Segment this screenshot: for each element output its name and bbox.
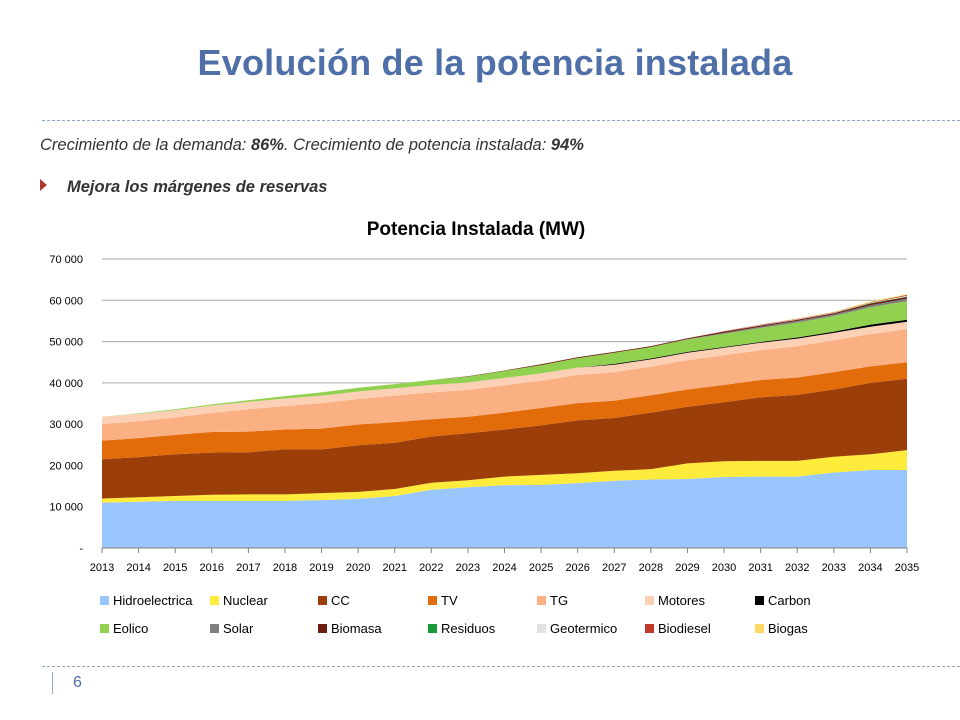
x-tick-label: 2032 [785,562,809,574]
legend-label-residuos: Residuos [441,621,496,636]
legend-swatch-cc [318,596,327,605]
x-tick-label: 2023 [456,562,480,574]
x-tick-label: 2019 [309,562,333,574]
x-tick-label: 2024 [492,562,516,574]
x-tick-label: 2030 [712,562,736,574]
y-tick-label: 60 000 [49,295,83,307]
bullet-item: Mejora los márgenes de reservas [40,178,327,197]
y-tick-label: - [79,543,83,555]
legend-swatch-biodiesel [645,624,654,633]
x-tick-label: 2025 [529,562,553,574]
subtitle: Crecimiento de la demanda: 86%. Crecimie… [40,136,584,155]
legend-label-cc: CC [331,593,350,608]
area-tg [102,329,907,441]
y-tick-label: 20 000 [49,460,83,472]
bullet-text: Mejora los márgenes de reservas [67,178,328,196]
x-tick-label: 2021 [382,562,406,574]
x-tick-label: 2033 [822,562,846,574]
axes: - 10 000 20 000 30 000 40 000 50 000 60 000 70 … [49,254,919,574]
x-tick-label: 2020 [346,562,370,574]
legend-label-tv: TV [441,593,458,608]
x-tick-label: 2014 [126,562,150,574]
stacked-area-chart: Potencia Instalada (MW) - 10 000 20 000 30 … [49,219,919,636]
legend-swatch-biogas [755,624,764,633]
slide-title: Evolución de la potencia instalada [197,42,793,83]
legend-label-motores: Motores [658,593,705,608]
x-tick-label: 2027 [602,562,626,574]
legend-swatch-biomasa [318,624,327,633]
x-tick-label: 2035 [895,562,919,574]
y-tick-label: 50 000 [49,337,83,349]
legend-swatch-residuos [428,624,437,633]
legend-label-geotermico: Geotermico [550,621,617,636]
area-cc [102,378,907,499]
x-tick-label: 2031 [748,562,772,574]
legend-swatch-eolico [100,624,109,633]
x-tick-label: 2028 [639,562,663,574]
legend-swatch-tv [428,596,437,605]
demand-growth-value: 86% [250,136,284,154]
capacity-growth-value: 94% [550,136,584,154]
legend-label-carbon: Carbon [768,593,811,608]
footer-marker [52,672,53,694]
legend-swatch-geotermico [537,624,546,633]
x-tick-label: 2029 [675,562,699,574]
legend-label-tg: TG [550,593,568,608]
y-tick-label: 70 000 [49,254,83,266]
area-tv [102,362,907,460]
legend-swatch-carbon [755,596,764,605]
bullet-arrow-icon [40,179,47,191]
bottom-divider [42,666,960,667]
x-tick-label: 2018 [273,562,297,574]
legend-swatch-hidroelectrica [100,596,109,605]
page-number: 6 [73,674,82,691]
y-tick-label: 30 000 [49,419,83,431]
legend-label-hidroelectrica: Hidroelectrica [113,593,193,608]
chart-title: Potencia Instalada (MW) [367,219,586,240]
x-tick-label: 2034 [858,562,882,574]
x-tick-label: 2016 [200,562,224,574]
legend: Hidroelectrica Nuclear CC TV TG Motores Carbon… [100,593,811,636]
y-tick-label: 10 000 [49,502,83,514]
legend-label-solar: Solar [223,621,254,636]
legend-label-biodiesel: Biodiesel [658,621,711,636]
area-series-group [102,294,907,548]
legend-label-eolico: Eolico [113,621,148,636]
y-tick-label: 40 000 [49,378,83,390]
area-motores [102,321,907,425]
legend-swatch-solar [210,624,219,633]
top-divider [42,120,960,121]
legend-swatch-nuclear [210,596,219,605]
legend-swatch-motores [645,596,654,605]
subtitle-middle: . Crecimiento de potencia instalada: [283,136,551,154]
legend-swatch-tg [537,596,546,605]
area-hidroelectrica [102,469,907,548]
legend-label-nuclear: Nuclear [223,593,268,608]
legend-label-biogas: Biogas [768,621,808,636]
x-tick-label: 2015 [163,562,187,574]
x-tick-label: 2013 [90,562,114,574]
x-tick-label: 2026 [565,562,589,574]
subtitle-prefix: Crecimiento de la demanda: [40,136,251,154]
x-tick-label: 2017 [236,562,260,574]
area-nuclear [102,450,907,503]
legend-label-biomasa: Biomasa [331,621,382,636]
x-tick-label: 2022 [419,562,443,574]
